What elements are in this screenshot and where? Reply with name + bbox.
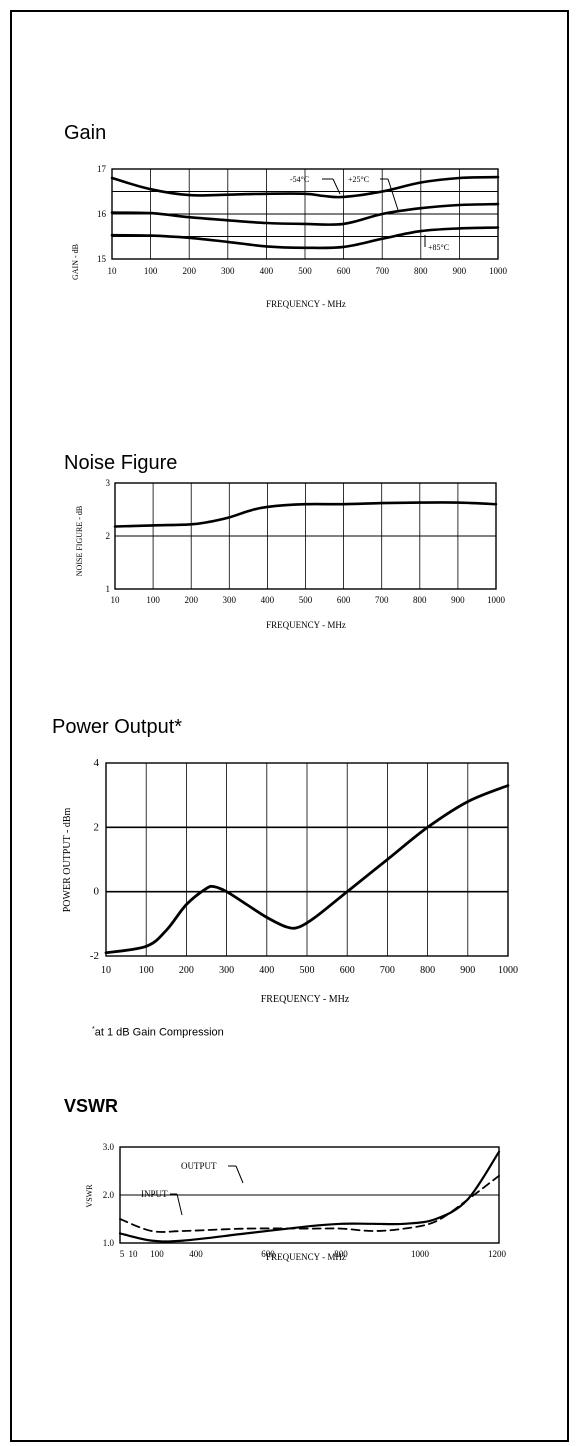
noise-figure-x-tick-label: 300: [223, 595, 237, 605]
gain-series-line-1: [110, 175, 500, 199]
gain-x-tick-label: 10: [108, 266, 118, 276]
gain-x-tick-label: 300: [221, 266, 235, 276]
gain-x-tick-label: 600: [337, 266, 351, 276]
noise-figure-x-tick-label: 700: [375, 595, 389, 605]
power-output-x-tick-label: 100: [139, 965, 154, 976]
power-output-series-line-1: [104, 784, 510, 955]
gain-annotation-minus54: -54°C: [290, 175, 309, 184]
noise-figure-x-tick-label: 500: [299, 595, 313, 605]
vswr-x-tick-label: 1000: [411, 1249, 430, 1259]
gain-ylabel: GAIN - dB: [71, 244, 80, 280]
noise-figure-title: Noise Figure: [64, 452, 178, 474]
power-output-lines: [104, 784, 510, 955]
power-output-x-tick-label: 200: [179, 965, 194, 976]
noise-figure-x-tick-label: 200: [184, 595, 198, 605]
vswr-x-tick-label: 600: [261, 1249, 275, 1259]
noise-figure-x-tick-label: 900: [451, 595, 465, 605]
noise-figure-lines: [113, 501, 498, 528]
noise-figure-x-tick-label: 600: [337, 595, 351, 605]
noise-figure-y-tick-label: 1: [106, 584, 111, 594]
vswr-xlabel: FREQUENCY - MHz: [266, 1252, 346, 1262]
power-output-x-tick-label: 10: [101, 965, 111, 976]
noise-figure-grid: [114, 482, 497, 590]
gain-x-tick-label: 400: [260, 266, 274, 276]
power-output-x-tick-label: 700: [380, 965, 395, 976]
vswr-y-tick-label: 3.0: [103, 1142, 115, 1152]
noise-figure-ylabel: NOISE FIGURE - dB: [75, 506, 84, 576]
page-frame: [10, 10, 569, 1442]
vswr-chart: 5 10 100 400 600 800 1000 1200 1.0 2.0 3.0 VSWR FR…: [85, 1142, 507, 1262]
power-output-ticks: 10 100 200 300 400 500 600 700 800 900 1000 -2 0 2 4: [90, 757, 518, 976]
gain-x-tick-label: 100: [144, 266, 158, 276]
gain-xlabel: FREQUENCY - MHz: [266, 299, 346, 309]
gain-series-line-3: [110, 226, 500, 250]
gain-ticks: 10 100 200 300 400 500 600 700 800 900 1000 15 16 17: [97, 164, 508, 276]
power-output-x-tick-label: 1000: [498, 965, 518, 976]
noise-figure-xlabel: FREQUENCY - MHz: [266, 620, 346, 630]
vswr-ylabel: VSWR: [85, 1184, 94, 1208]
gain-x-tick-label: 500: [298, 266, 312, 276]
power-output-chart: 10 100 200 300 400 500 600 700 800 900 1000 -2 0 2 4 P…: [62, 757, 518, 1005]
noise-figure-x-tick-label: 100: [146, 595, 160, 605]
gain-lines: [110, 175, 500, 250]
gain-x-tick-label: 900: [453, 266, 467, 276]
vswr-annotation-output: OUTPUT: [181, 1161, 217, 1171]
vswr-x-tick-label: 800: [334, 1249, 348, 1259]
gain-y-tick-label: 15: [97, 254, 107, 264]
power-output-y-tick-label: 2: [94, 821, 100, 833]
power-output-y-tick-label: -2: [90, 950, 99, 962]
vswr-title: VSWR: [64, 1096, 118, 1116]
vswr-x-tick-label: 100: [150, 1249, 164, 1259]
power-output-x-tick-label: 800: [420, 965, 435, 976]
gain-x-tick-label: 700: [375, 266, 389, 276]
power-output-x-tick-label: 600: [340, 965, 355, 976]
noise-figure-x-tick-label: 400: [261, 595, 275, 605]
vswr-y-tick-label: 2.0: [103, 1190, 115, 1200]
vswr-lines: [118, 1150, 501, 1243]
gain-x-tick-label: 1000: [489, 266, 508, 276]
vswr-x-tick-label: 10: [129, 1249, 139, 1259]
power-output-ylabel: POWER OUTPUT - dBm: [62, 808, 73, 913]
power-output-x-tick-label: 300: [219, 965, 234, 976]
noise-figure-x-tick-label: 800: [413, 595, 427, 605]
vswr-x-tick-label: 5: [120, 1249, 125, 1259]
power-output-footnote-text: at 1 dB Gain Compression: [94, 1026, 224, 1039]
power-output-x-tick-label: 500: [300, 965, 315, 976]
gain-series-line-2: [110, 202, 500, 226]
noise-figure-x-tick-label: 1000: [487, 595, 506, 605]
power-output-y-tick-label: 4: [94, 757, 100, 769]
noise-figure-series-line-1: [113, 501, 498, 528]
power-output-x-tick-label: 900: [460, 965, 475, 976]
noise-figure-chart: 10 100 200 300 400 500 600 700 800 900 1000 1 2 3 NOI…: [75, 478, 506, 630]
gain-y-tick-label: 16: [97, 209, 107, 219]
vswr-annotation-input: INPUT: [141, 1189, 168, 1199]
gain-chart: 10 100 200 300 400 500 600 700 800 900 1000151617 …: [71, 164, 508, 309]
gain-y-tick-label: 17: [97, 164, 107, 174]
power-output-footnote: *at 1 dB Gain Compression: [92, 1026, 224, 1039]
noise-figure-y-tick-label: 2: [106, 531, 111, 541]
vswr-ticks: 5 10 100 400 600 800 1000 1200 1.0 2.0 3.0: [103, 1142, 507, 1259]
power-output-title: Power Output*: [52, 716, 183, 738]
power-output-xlabel: FREQUENCY - MHz: [261, 994, 350, 1005]
vswr-y-tick-label: 1.0: [103, 1238, 115, 1248]
noise-figure-ticks: 10 100 200 300 400 500 600 700 800 900 1000 1 2 3: [106, 478, 506, 605]
vswr-series-line-2: [119, 1174, 500, 1233]
noise-figure-y-tick-label: 3: [106, 478, 111, 488]
vswr-x-tick-label: 400: [189, 1249, 203, 1259]
vswr-x-tick-label: 1200: [488, 1249, 507, 1259]
gain-title: Gain: [64, 122, 107, 144]
gain-x-tick-label: 200: [182, 266, 196, 276]
power-output-y-tick-label: 0: [94, 886, 100, 898]
gain-x-tick-label: 800: [414, 266, 428, 276]
vswr-grid: [119, 1146, 500, 1244]
noise-figure-x-tick-label: 10: [111, 595, 121, 605]
vswr-series-line-1: [118, 1150, 501, 1243]
power-output-x-tick-label: 400: [259, 965, 274, 976]
gain-annotation-plus85: +85°C: [428, 243, 449, 252]
gain-annotation-plus25: +25°C: [348, 175, 369, 184]
power-output-grid: [105, 762, 509, 957]
